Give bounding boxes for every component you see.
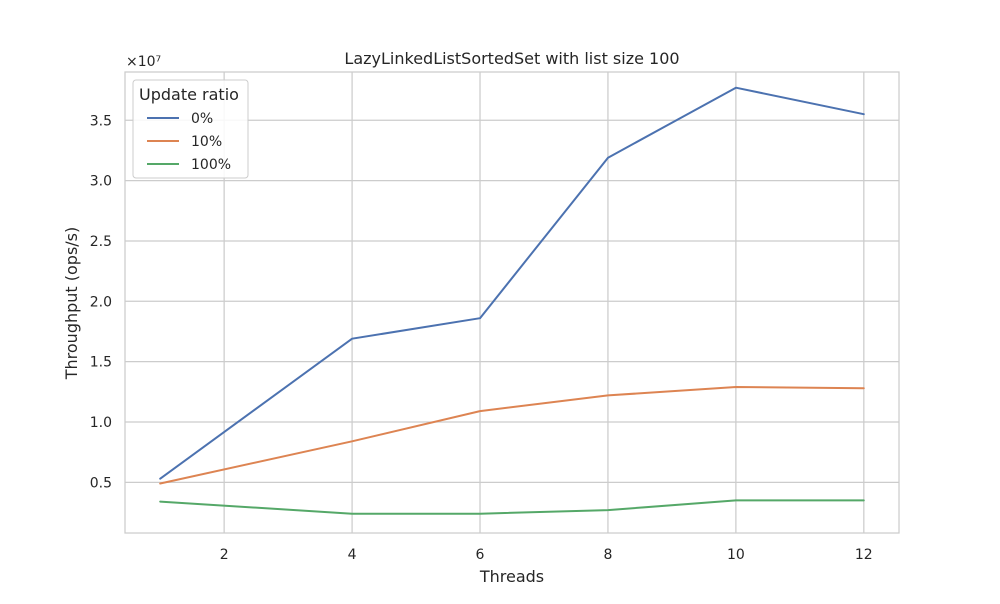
- plot-frame: [124, 71, 900, 534]
- y-tick-label: 1.5: [90, 355, 112, 371]
- legend-entries: 0% 10% 100%: [147, 111, 231, 173]
- x-tick-label: 4: [348, 547, 357, 563]
- series-line-10pct: [159, 386, 865, 485]
- x-tick-label: 10: [727, 547, 745, 563]
- legend-box: [132, 79, 249, 179]
- y-tick-label: 0.5: [90, 475, 112, 491]
- x-tick-label: 8: [603, 547, 612, 563]
- series-line-100pct: [159, 499, 865, 515]
- y-tick-label: 3.0: [90, 174, 112, 190]
- grid: [125, 72, 899, 533]
- legend: Update ratio 0% 10% 100%: [132, 79, 249, 179]
- series-lines: [159, 86, 865, 515]
- y-tick-label: 2.0: [90, 294, 112, 310]
- x-tick-label: 6: [476, 547, 485, 563]
- y-axis-label: Throughput (ops/s): [62, 227, 81, 381]
- legend-label: 10%: [191, 134, 222, 150]
- y-tick-label: 2.5: [90, 234, 112, 250]
- x-axis-label: Threads: [479, 567, 544, 586]
- series-line-0pct: [159, 86, 865, 480]
- legend-label: 0%: [191, 111, 213, 127]
- chart-title: LazyLinkedListSortedSet with list size 1…: [344, 49, 679, 68]
- x-tick-label: 2: [220, 547, 229, 563]
- tick-labels: 2 4 6 8 10 12 0.5 1.0 1.5 2.0 2.5 3.0 3.5: [90, 113, 873, 563]
- y-tick-label: 3.5: [90, 113, 112, 129]
- y-axis-scale-label: ×10⁷: [126, 54, 161, 70]
- legend-title: Update ratio: [139, 85, 239, 104]
- y-tick-label: 1.0: [90, 415, 112, 431]
- legend-label: 100%: [191, 157, 231, 173]
- x-tick-label: 12: [855, 547, 873, 563]
